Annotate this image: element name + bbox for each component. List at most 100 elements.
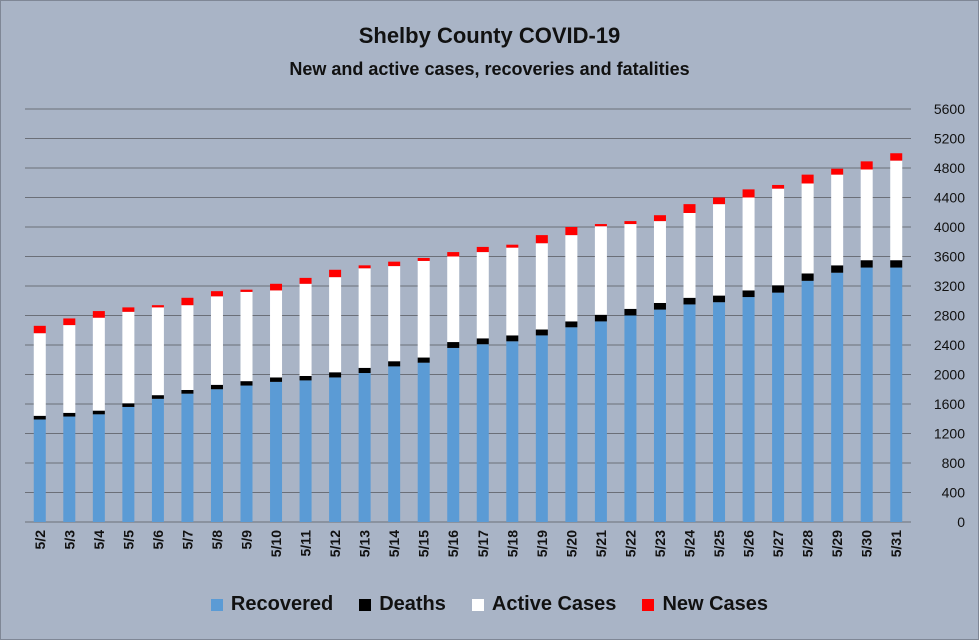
bar-recovered bbox=[683, 304, 696, 522]
bar-deaths bbox=[683, 297, 696, 305]
x-tick-label: 5/11 bbox=[298, 530, 314, 557]
legend-label-active-cases: Active Cases bbox=[491, 593, 617, 615]
bar-deaths bbox=[358, 367, 371, 374]
y-tick-label: 2400 bbox=[934, 337, 965, 353]
bar-recovered bbox=[122, 406, 135, 522]
bar-active-cases bbox=[624, 224, 637, 309]
bar-recovered bbox=[535, 335, 548, 522]
bar-active-cases bbox=[742, 197, 755, 291]
bar-new-cases bbox=[122, 307, 135, 312]
legend-swatch-active-cases bbox=[471, 598, 484, 611]
bar-active-cases bbox=[506, 247, 519, 336]
y-tick-label: 3200 bbox=[934, 278, 965, 294]
x-tick-label: 5/3 bbox=[61, 530, 77, 550]
x-tick-label: 5/5 bbox=[120, 530, 136, 550]
x-tick-label: 5/17 bbox=[475, 530, 491, 557]
gridlines bbox=[25, 108, 911, 523]
bar-deaths bbox=[890, 260, 903, 268]
legend-item-new-cases: New Cases bbox=[642, 593, 768, 616]
bar-new-cases bbox=[417, 257, 430, 261]
bar-recovered bbox=[92, 414, 105, 522]
y-tick-label: 5600 bbox=[934, 101, 965, 117]
bar-deaths bbox=[329, 372, 342, 378]
bar-active-cases bbox=[122, 311, 135, 404]
bar-new-cases bbox=[772, 184, 785, 189]
bar-deaths bbox=[506, 335, 519, 342]
bar-active-cases bbox=[151, 307, 164, 396]
bar-deaths bbox=[831, 265, 844, 273]
bar-new-cases bbox=[151, 305, 164, 308]
x-tick-label: 5/30 bbox=[859, 530, 875, 557]
chart-title: Shelby County COVID-19 bbox=[358, 23, 621, 48]
x-tick-label: 5/25 bbox=[711, 530, 727, 557]
bar-new-cases bbox=[358, 265, 371, 269]
bar-new-cases bbox=[299, 277, 312, 284]
bar-recovered bbox=[447, 347, 460, 522]
bar-recovered bbox=[713, 302, 726, 522]
y-tick-label: 2000 bbox=[934, 367, 965, 383]
legend-swatch-new-cases bbox=[642, 598, 655, 611]
bar-recovered bbox=[240, 385, 253, 522]
bar-new-cases bbox=[181, 297, 194, 306]
bar-deaths bbox=[299, 375, 312, 381]
bar-deaths bbox=[713, 295, 726, 303]
bar-deaths bbox=[742, 290, 755, 298]
x-tick-label: 5/4 bbox=[91, 530, 107, 550]
bar-active-cases bbox=[890, 160, 903, 261]
x-tick-label: 5/18 bbox=[504, 530, 520, 557]
bar-deaths bbox=[772, 285, 785, 293]
x-tick-label: 5/6 bbox=[150, 530, 166, 550]
bar-new-cases bbox=[210, 291, 223, 297]
bar-new-cases bbox=[831, 168, 844, 175]
bar-new-cases bbox=[535, 235, 548, 244]
bar-deaths bbox=[565, 321, 578, 328]
x-tick-label: 5/10 bbox=[268, 530, 284, 557]
bar-new-cases bbox=[240, 289, 253, 292]
bar-recovered bbox=[63, 416, 76, 522]
x-tick-label: 5/15 bbox=[416, 530, 432, 557]
x-tick-label: 5/31 bbox=[888, 530, 904, 557]
x-tick-label: 5/29 bbox=[829, 530, 845, 557]
bar-active-cases bbox=[772, 188, 785, 286]
bar-new-cases bbox=[329, 269, 342, 278]
x-tick-label: 5/9 bbox=[239, 530, 255, 550]
bar-deaths bbox=[240, 381, 253, 386]
legend-item-active-cases: Active Cases bbox=[471, 593, 617, 616]
bar-recovered bbox=[624, 315, 637, 522]
bar-deaths bbox=[624, 308, 637, 316]
bar-recovered bbox=[329, 377, 342, 522]
bar-active-cases bbox=[565, 235, 578, 322]
x-tick-label: 5/21 bbox=[593, 530, 609, 557]
bars bbox=[33, 153, 903, 522]
bar-new-cases bbox=[388, 261, 401, 267]
bar-active-cases bbox=[801, 183, 814, 274]
bar-recovered bbox=[772, 292, 785, 522]
x-axis-ticks: 5/2 5/3 5/4 5/5 5/6 5/7 5/8 5/9 5/10 5/11 5/12 5/13… bbox=[32, 530, 904, 557]
y-tick-label: 0 bbox=[957, 514, 965, 530]
bar-active-cases bbox=[270, 290, 283, 378]
legend-label-deaths: Deaths bbox=[379, 593, 446, 615]
bar-recovered bbox=[210, 389, 223, 522]
bar-deaths bbox=[653, 302, 666, 310]
bar-recovered bbox=[270, 381, 283, 522]
bar-new-cases bbox=[624, 221, 637, 225]
bar-recovered bbox=[831, 272, 844, 522]
bar-recovered bbox=[890, 267, 903, 522]
bar-active-cases bbox=[299, 283, 312, 376]
legend-swatch-recovered bbox=[210, 598, 223, 611]
legend-item-deaths: Deaths bbox=[359, 593, 446, 616]
bar-active-cases bbox=[713, 204, 726, 296]
bar-active-cases bbox=[860, 169, 873, 261]
bar-active-cases bbox=[329, 277, 342, 373]
legend-swatch-deaths bbox=[359, 598, 372, 611]
bar-active-cases bbox=[594, 226, 607, 315]
bar-active-cases bbox=[240, 291, 253, 382]
bar-new-cases bbox=[801, 174, 814, 184]
y-axis-ticks: 0 400 800 1200 1600 2000 2400 2800 3200 3600 4000 4… bbox=[934, 101, 965, 530]
x-tick-label: 5/24 bbox=[682, 530, 698, 557]
bar-new-cases bbox=[92, 311, 105, 318]
x-tick-label: 5/28 bbox=[800, 530, 816, 557]
bar-new-cases bbox=[63, 318, 76, 326]
bar-active-cases bbox=[210, 296, 223, 385]
bar-active-cases bbox=[388, 266, 401, 362]
